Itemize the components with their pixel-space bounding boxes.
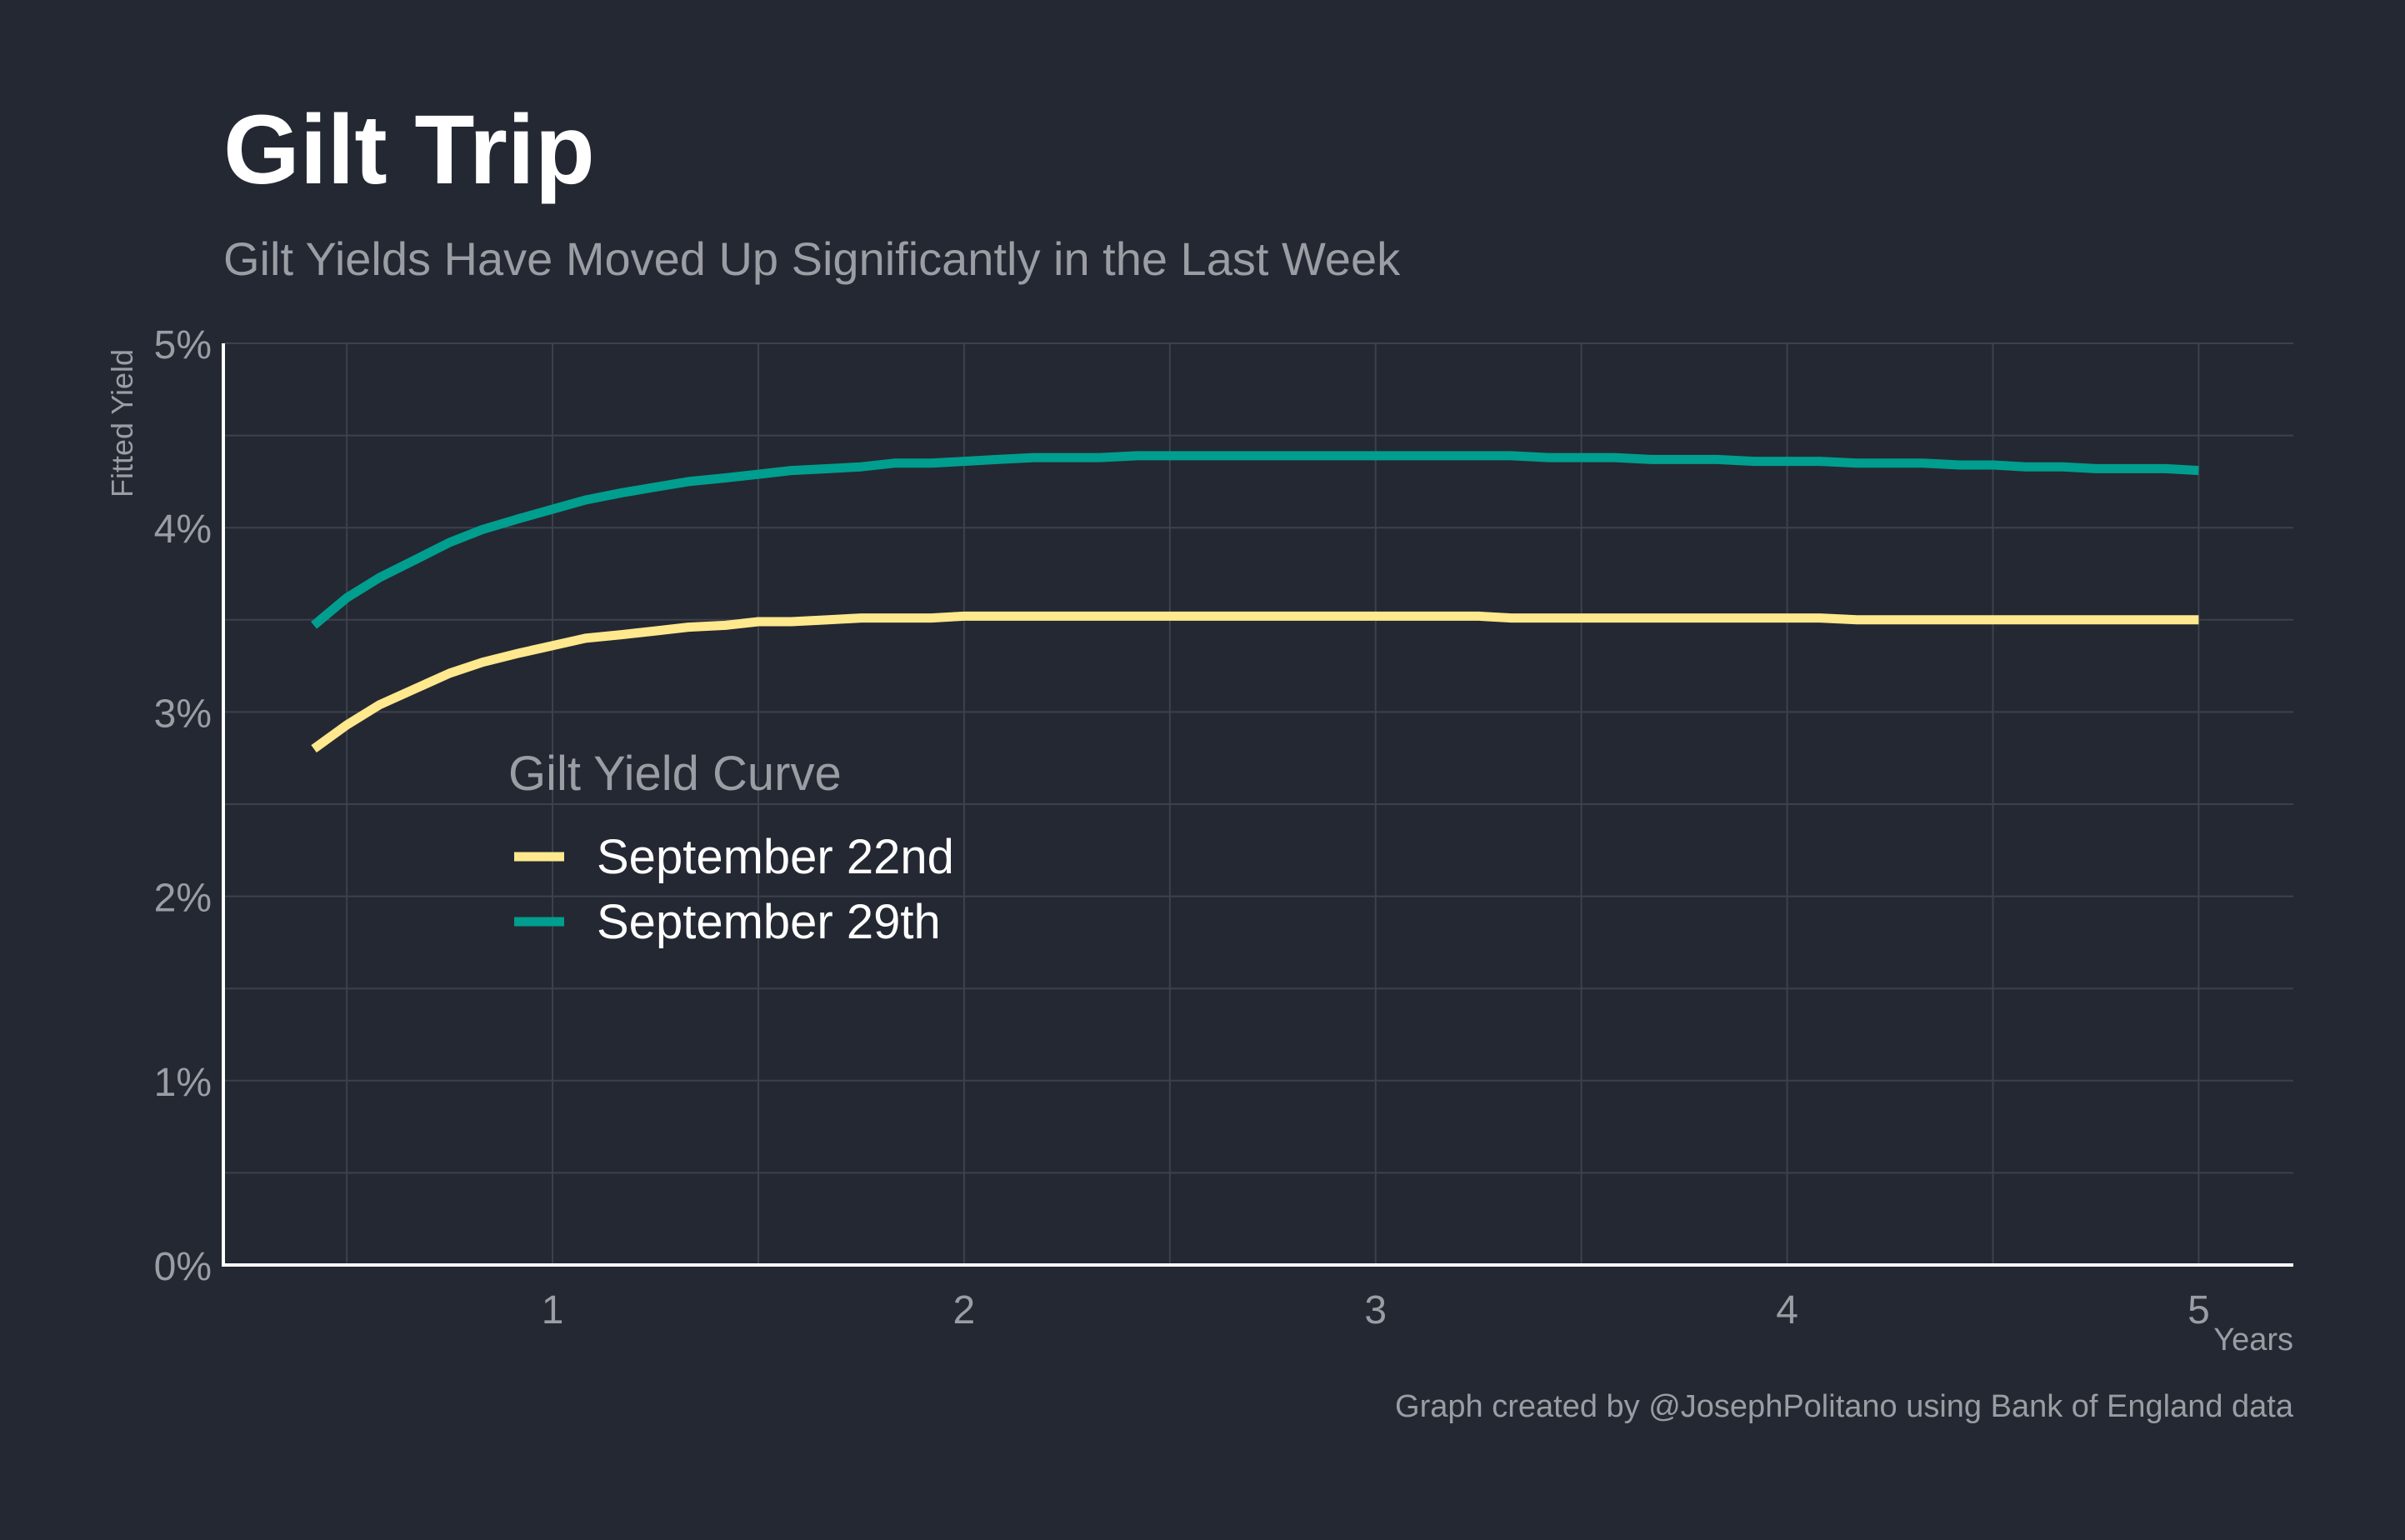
- grid-lines: [223, 342, 2293, 1265]
- x-tick-label: 1: [542, 1288, 564, 1332]
- y-tick-label: 4%: [154, 508, 212, 552]
- legend-entries: September 22nd September 29th: [514, 830, 954, 949]
- x-tick-label: 2: [953, 1288, 976, 1332]
- y-tick-label: 1%: [154, 1061, 212, 1105]
- chart-title: Gilt Trip: [223, 95, 595, 205]
- y-tick-label: 0%: [154, 1245, 212, 1289]
- legend-label-2: September 29th: [597, 895, 941, 949]
- y-tick-label: 3%: [154, 692, 212, 736]
- tick-labels: 0% 1% 2% 3% 4% 5% 1 2 3 4 5: [154, 323, 2210, 1332]
- chart-subtitle: Gilt Yields Have Moved Up Significantly …: [223, 232, 1401, 285]
- legend-title: Gilt Yield Curve: [508, 747, 842, 801]
- series-line-2: [311, 451, 2199, 629]
- chart-caption: Graph created by @JosephPolitano using B…: [1395, 1389, 2294, 1424]
- series-lines: [311, 451, 2199, 753]
- y-tick-label: 5%: [154, 323, 212, 368]
- x-tick-label: 3: [1364, 1288, 1387, 1332]
- series-line-1: [311, 611, 2199, 753]
- legend: Gilt Yield Curve September 22ndSeptember…: [508, 747, 954, 949]
- x-axis-label: Years: [2213, 1322, 2293, 1358]
- legend-label-1: September 22nd: [597, 830, 954, 884]
- y-tick-label: 2%: [154, 877, 212, 921]
- x-tick-label: 4: [1776, 1288, 1798, 1332]
- y-axis-label: Fitted Yield: [105, 349, 139, 498]
- x-tick-label: 5: [2188, 1288, 2210, 1332]
- axes: [222, 343, 2293, 1267]
